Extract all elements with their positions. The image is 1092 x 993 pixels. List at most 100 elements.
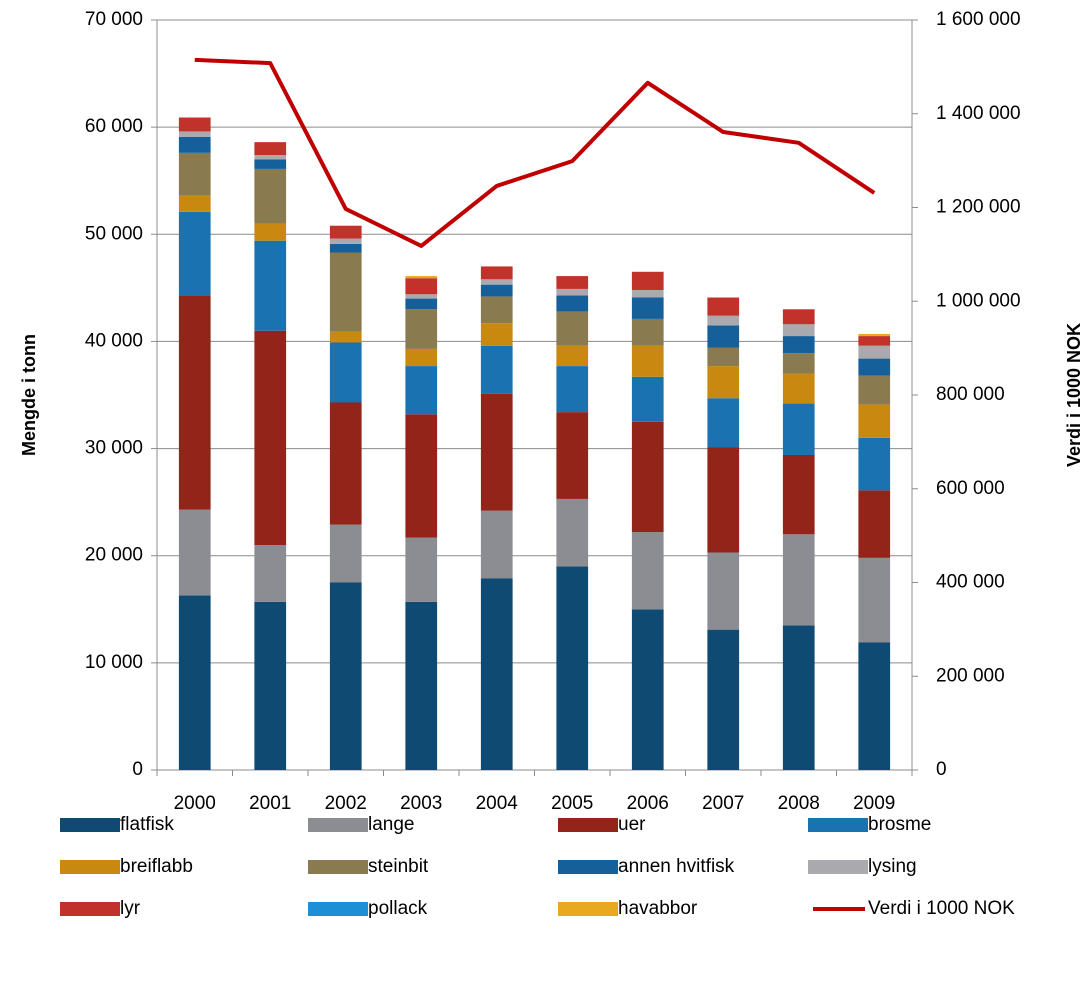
y-tick-label: 20 000 — [85, 545, 143, 566]
bar-segment — [782, 353, 815, 374]
bar-segment — [858, 557, 891, 643]
legend-swatch — [558, 818, 618, 832]
bar-segment — [707, 347, 740, 367]
legend-swatch — [558, 902, 618, 916]
legend-swatch — [60, 818, 120, 832]
bar-segment — [254, 223, 287, 241]
x-tick-label: 2009 — [853, 793, 895, 814]
y-tick-label: 10 000 — [85, 652, 143, 673]
bar-segment — [556, 288, 589, 296]
bar-segment — [631, 532, 664, 610]
bar-segment — [858, 345, 891, 359]
legend-swatch — [60, 902, 120, 916]
y2-tick-label: 800 000 — [936, 384, 1005, 405]
y2-tick-label: 0 — [936, 759, 947, 780]
line-series — [194, 57, 876, 248]
bar-segment — [707, 366, 740, 399]
bar-segment — [480, 323, 513, 346]
x-tick-label: 2002 — [325, 793, 367, 814]
bar-segment — [480, 578, 513, 770]
bar-segment — [631, 421, 664, 533]
bar-segment — [631, 290, 664, 298]
bar-segment — [707, 325, 740, 348]
bar-segment — [556, 498, 589, 567]
bar-segment — [329, 331, 362, 343]
bar-segment — [480, 296, 513, 324]
y2-tick-label: 1 000 000 — [936, 290, 1021, 311]
bar-segment — [480, 266, 513, 280]
bar-segment — [178, 152, 211, 196]
y2-tick-label: 1 400 000 — [936, 103, 1021, 124]
bar-segment — [858, 404, 891, 438]
bar-segment — [254, 155, 287, 160]
legend-label: pollack — [368, 898, 428, 919]
bar-segment — [480, 345, 513, 394]
x-tick-label: 2000 — [174, 793, 216, 814]
legend-swatch — [60, 860, 120, 874]
y-axis-title: Mengde i tonn — [19, 334, 39, 456]
y2-axis-title: Verdi i 1000 NOK — [1064, 323, 1084, 467]
x-tick-label: 2007 — [702, 793, 744, 814]
bar-segment — [405, 278, 438, 295]
bar-segment — [631, 318, 664, 346]
bar-segment — [556, 311, 589, 346]
legend-swatch — [808, 818, 868, 832]
bar-segment — [858, 336, 891, 346]
bar-segment — [556, 566, 589, 770]
legend-label: breiflabb — [120, 856, 193, 877]
bar-segment — [329, 342, 362, 403]
bar-segment — [631, 376, 664, 422]
y-tick-label: 0 — [132, 759, 143, 780]
bar-segment — [329, 402, 362, 525]
bar-segment — [254, 240, 287, 331]
legend-swatch — [308, 818, 368, 832]
bar-segment — [556, 276, 589, 289]
x-tick-label: 2004 — [476, 793, 519, 814]
bar-segment — [405, 366, 438, 415]
bar-segment — [405, 298, 438, 310]
y-tick-label: 40 000 — [85, 330, 143, 351]
bar-segment — [178, 136, 211, 153]
bar-segment — [480, 284, 513, 297]
bar-segment — [178, 131, 211, 137]
bar-segment — [782, 534, 815, 626]
bar-segment — [480, 510, 513, 579]
bar-segment — [858, 437, 891, 491]
bar-segment — [707, 447, 740, 553]
bar-segment — [707, 629, 740, 770]
bar-segment — [782, 455, 815, 535]
bar-segment — [782, 373, 815, 404]
bar-segment — [405, 309, 438, 349]
bar-segment — [858, 375, 891, 405]
y-tick-label: 50 000 — [85, 223, 143, 244]
x-tick-label: 2003 — [400, 793, 442, 814]
bar-segment — [178, 195, 211, 212]
bar-segment — [254, 142, 287, 155]
bar-segment — [405, 601, 438, 770]
bar-segment — [254, 545, 287, 602]
legend-label: Verdi i 1000 NOK — [868, 898, 1015, 919]
legend-label: flatfisk — [120, 814, 174, 835]
legend-label: lyr — [120, 898, 141, 919]
bar-segment — [254, 330, 287, 545]
legend-swatch — [808, 860, 868, 874]
y-tick-label: 70 000 — [85, 9, 143, 30]
y2-tick-label: 600 000 — [936, 478, 1005, 499]
bar-segment — [631, 297, 664, 319]
bar-segment — [707, 297, 740, 316]
bar-segment — [254, 601, 287, 770]
bar-segment — [405, 294, 438, 299]
bar-segment — [631, 345, 664, 377]
bar-segment — [782, 324, 815, 337]
bar-segment — [707, 398, 740, 448]
bar-segment — [254, 168, 287, 224]
bar-segment — [858, 642, 891, 770]
bar-segment — [329, 582, 362, 770]
bar-segment — [556, 345, 589, 367]
y-tick-label: 60 000 — [85, 116, 143, 137]
bar-segment — [178, 211, 211, 296]
x-tick-label: 2005 — [551, 793, 593, 814]
bar-segment — [556, 295, 589, 312]
x-tick-label: 2006 — [627, 793, 669, 814]
